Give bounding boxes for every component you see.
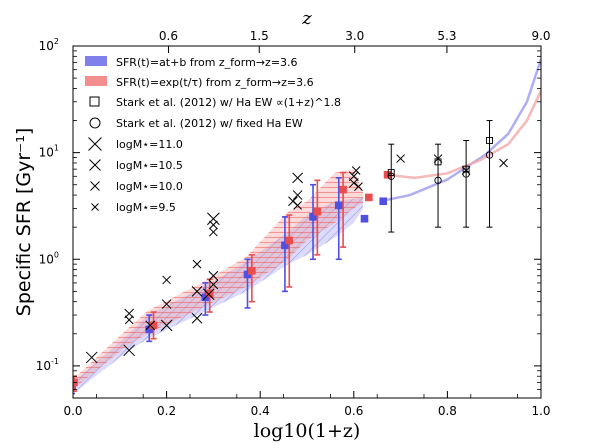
legend-entry: logM⋆=11.0 [88, 137, 183, 151]
x-tick-label: 0.4 [251, 404, 270, 418]
linear-point [281, 241, 289, 250]
plot-area [73, 58, 541, 395]
axes: 0.0 0.2 0.4 0.6 0.8 1.0 10-1 100 101 102 0.6 1.5 3.0… [36, 29, 551, 418]
mass-cross-point [209, 227, 218, 237]
mass-cross-point [202, 288, 215, 301]
legend-label: Stark et al. (2012) w/ Ha EW ∝(1+z)^1.8 [116, 96, 341, 109]
legend-circle [89, 117, 101, 129]
plot-frame [72, 45, 542, 399]
exp-point [339, 185, 347, 194]
mass-cross-point [348, 171, 359, 182]
legend: SFR(t)=at+b from z_form→z=3.6 SFR(t)=exp(… [85, 56, 341, 214]
mass-cross-point [396, 154, 405, 163]
legend-label: SFR(t)=at+b from z_form→z=3.6 [116, 56, 298, 69]
legend-cross [89, 159, 101, 171]
legend-label: Stark et al. (2012) w/ fixed Ha EW [116, 117, 303, 130]
legend-cross [90, 181, 100, 191]
legend-entry: Stark et al. (2012) w/ fixed Ha EW [89, 117, 303, 130]
legend-label: SFR(t)=exp(t/τ) from z_form→z=3.6 [116, 76, 314, 89]
mass-cross-point [292, 172, 303, 184]
mass-cross-point [192, 259, 202, 269]
stark-square-point [486, 137, 493, 144]
legend-entry: logM⋆=10.0 [90, 180, 183, 193]
x-tick-label: 0.6 [344, 404, 363, 418]
trend-linear [386, 58, 541, 202]
mass-cross-point [85, 351, 98, 364]
mass-cross-point [461, 166, 471, 175]
top-tick-label: 3.0 [345, 29, 364, 43]
legend-cross [91, 203, 99, 211]
legend-entry: SFR(t)=at+b from z_form→z=3.6 [85, 56, 298, 69]
mass-cross-point [161, 299, 172, 309]
top-axis-title: z [301, 8, 312, 29]
legend-entry: logM⋆=10.5 [89, 159, 183, 172]
legend-patch [85, 56, 107, 66]
exp-point [248, 266, 256, 275]
x-tick-label: 0.2 [157, 404, 176, 418]
exp-point [383, 170, 392, 179]
legend-label: logM⋆=9.5 [116, 201, 176, 214]
exp-point [149, 321, 158, 330]
trend-exp [386, 90, 541, 180]
mass-cross-point [207, 212, 220, 226]
stark-circle-point [485, 151, 494, 159]
exp-point [285, 236, 294, 245]
top-tick-label: 9.0 [531, 29, 550, 43]
mass-cross-point [292, 190, 303, 200]
mass-cross-point [191, 312, 203, 324]
mass-cross-point [123, 344, 136, 357]
mass-cross-point [160, 319, 173, 332]
y-tick-label: 10-1 [36, 357, 59, 373]
x-axis-title: log10(1+z) [254, 420, 361, 442]
legend-entry: SFR(t)=exp(t/τ) from z_form→z=3.6 [85, 76, 314, 89]
linear-point [360, 214, 369, 223]
legend-label: logM⋆=10.0 [116, 180, 183, 193]
stark-circle-point [434, 176, 442, 184]
mass-cross-point [124, 315, 134, 325]
exp-point [365, 193, 373, 202]
mass-cross-point [162, 275, 171, 285]
top-tick-label: 0.6 [159, 29, 178, 43]
linear-point [379, 197, 388, 206]
mass-cross-point [145, 320, 156, 331]
top-tick-label: 5.3 [437, 29, 456, 43]
mass-cross-point [499, 158, 508, 168]
x-tick-label: 1.0 [531, 404, 550, 418]
mass-cross-point [354, 182, 363, 191]
exp-point [313, 207, 322, 216]
legend-entry: logM⋆=9.5 [91, 201, 176, 214]
legend-label: logM⋆=10.5 [116, 159, 183, 172]
stark-square-point [462, 165, 470, 173]
y-tick-label: 102 [39, 37, 59, 53]
linear-point [334, 201, 343, 210]
mass-cross-point [191, 286, 203, 297]
legend-cross [88, 137, 102, 151]
x-tick-label: 0.0 [63, 404, 82, 418]
legend-entry: Stark et al. (2012) w/ Ha EW ∝(1+z)^1.8 [89, 96, 341, 109]
linear-point [309, 213, 317, 221]
mass-cross-point [433, 154, 443, 163]
legend-square [89, 96, 100, 107]
stark-square-point [387, 169, 395, 177]
legend-label: logM⋆=11.0 [116, 138, 183, 151]
mass-cross-point [208, 270, 219, 281]
x-tick-label: 0.8 [438, 404, 457, 418]
y-tick-label: 100 [39, 250, 59, 266]
legend-patch [85, 76, 107, 86]
y-axis-title: Specific SFR [Gyr⁻¹] [13, 128, 35, 316]
stark-circle-point [387, 172, 395, 180]
mass-cross-point [293, 201, 302, 210]
top-tick-label: 1.5 [250, 29, 269, 43]
y-tick-label: 101 [39, 144, 59, 160]
band-exp-hatch [73, 169, 364, 390]
mass-cross-point [351, 166, 361, 175]
mass-cross-point [209, 220, 218, 230]
mass-cross-point [208, 279, 219, 290]
